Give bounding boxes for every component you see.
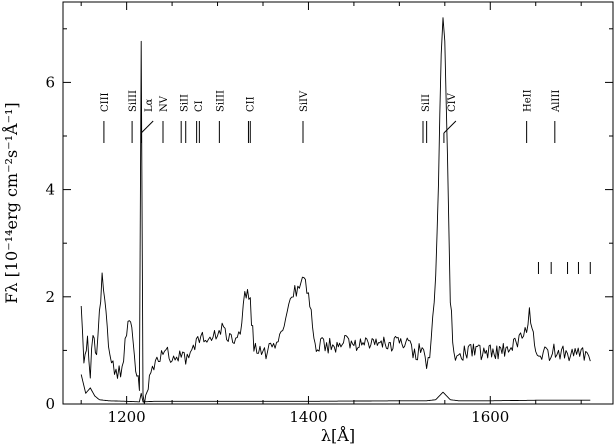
line-label: SiIII bbox=[128, 90, 139, 112]
line-label: HeII bbox=[523, 89, 534, 112]
y-tick-label: 4 bbox=[45, 181, 55, 199]
line-label: SiIV bbox=[299, 90, 310, 112]
y-tick-label: 6 bbox=[45, 73, 55, 91]
y-tick-label: 2 bbox=[45, 288, 55, 306]
line-label: SiII bbox=[421, 94, 432, 112]
error-series-line bbox=[80, 374, 591, 403]
line-identification-layer: CIII SiIII Lα NV SiII CI SiIII CII SiIV SiII CIV He… bbox=[100, 89, 591, 274]
y-tick-label: 0 bbox=[45, 395, 55, 413]
plot-frame bbox=[62, 1, 614, 405]
line-label: CIV bbox=[447, 92, 458, 112]
tick-layer: 1200 1400 1600 0 2 4 6 bbox=[45, 2, 613, 426]
x-axis-label: λ[Å] bbox=[321, 425, 355, 445]
x-tick-label: 1400 bbox=[289, 408, 327, 426]
line-label: CIII bbox=[100, 92, 111, 112]
line-label: NV bbox=[159, 95, 170, 112]
series-layer bbox=[80, 17, 591, 405]
line-marker bbox=[443, 120, 457, 134]
spectrum-series-line bbox=[80, 17, 591, 405]
line-label: CII bbox=[245, 96, 256, 112]
line-marker bbox=[140, 120, 154, 134]
line-label: Lα bbox=[144, 98, 155, 112]
line-label: CI bbox=[194, 100, 205, 112]
line-label: SiIII bbox=[215, 90, 226, 112]
x-tick-label: 1600 bbox=[471, 408, 509, 426]
y-axis-label: Fλ [10⁻¹⁴erg cm⁻²s⁻¹Å⁻¹] bbox=[1, 102, 21, 303]
line-label: AlIII bbox=[551, 90, 562, 113]
x-tick-label: 1200 bbox=[108, 408, 146, 426]
line-label: SiII bbox=[179, 94, 190, 112]
